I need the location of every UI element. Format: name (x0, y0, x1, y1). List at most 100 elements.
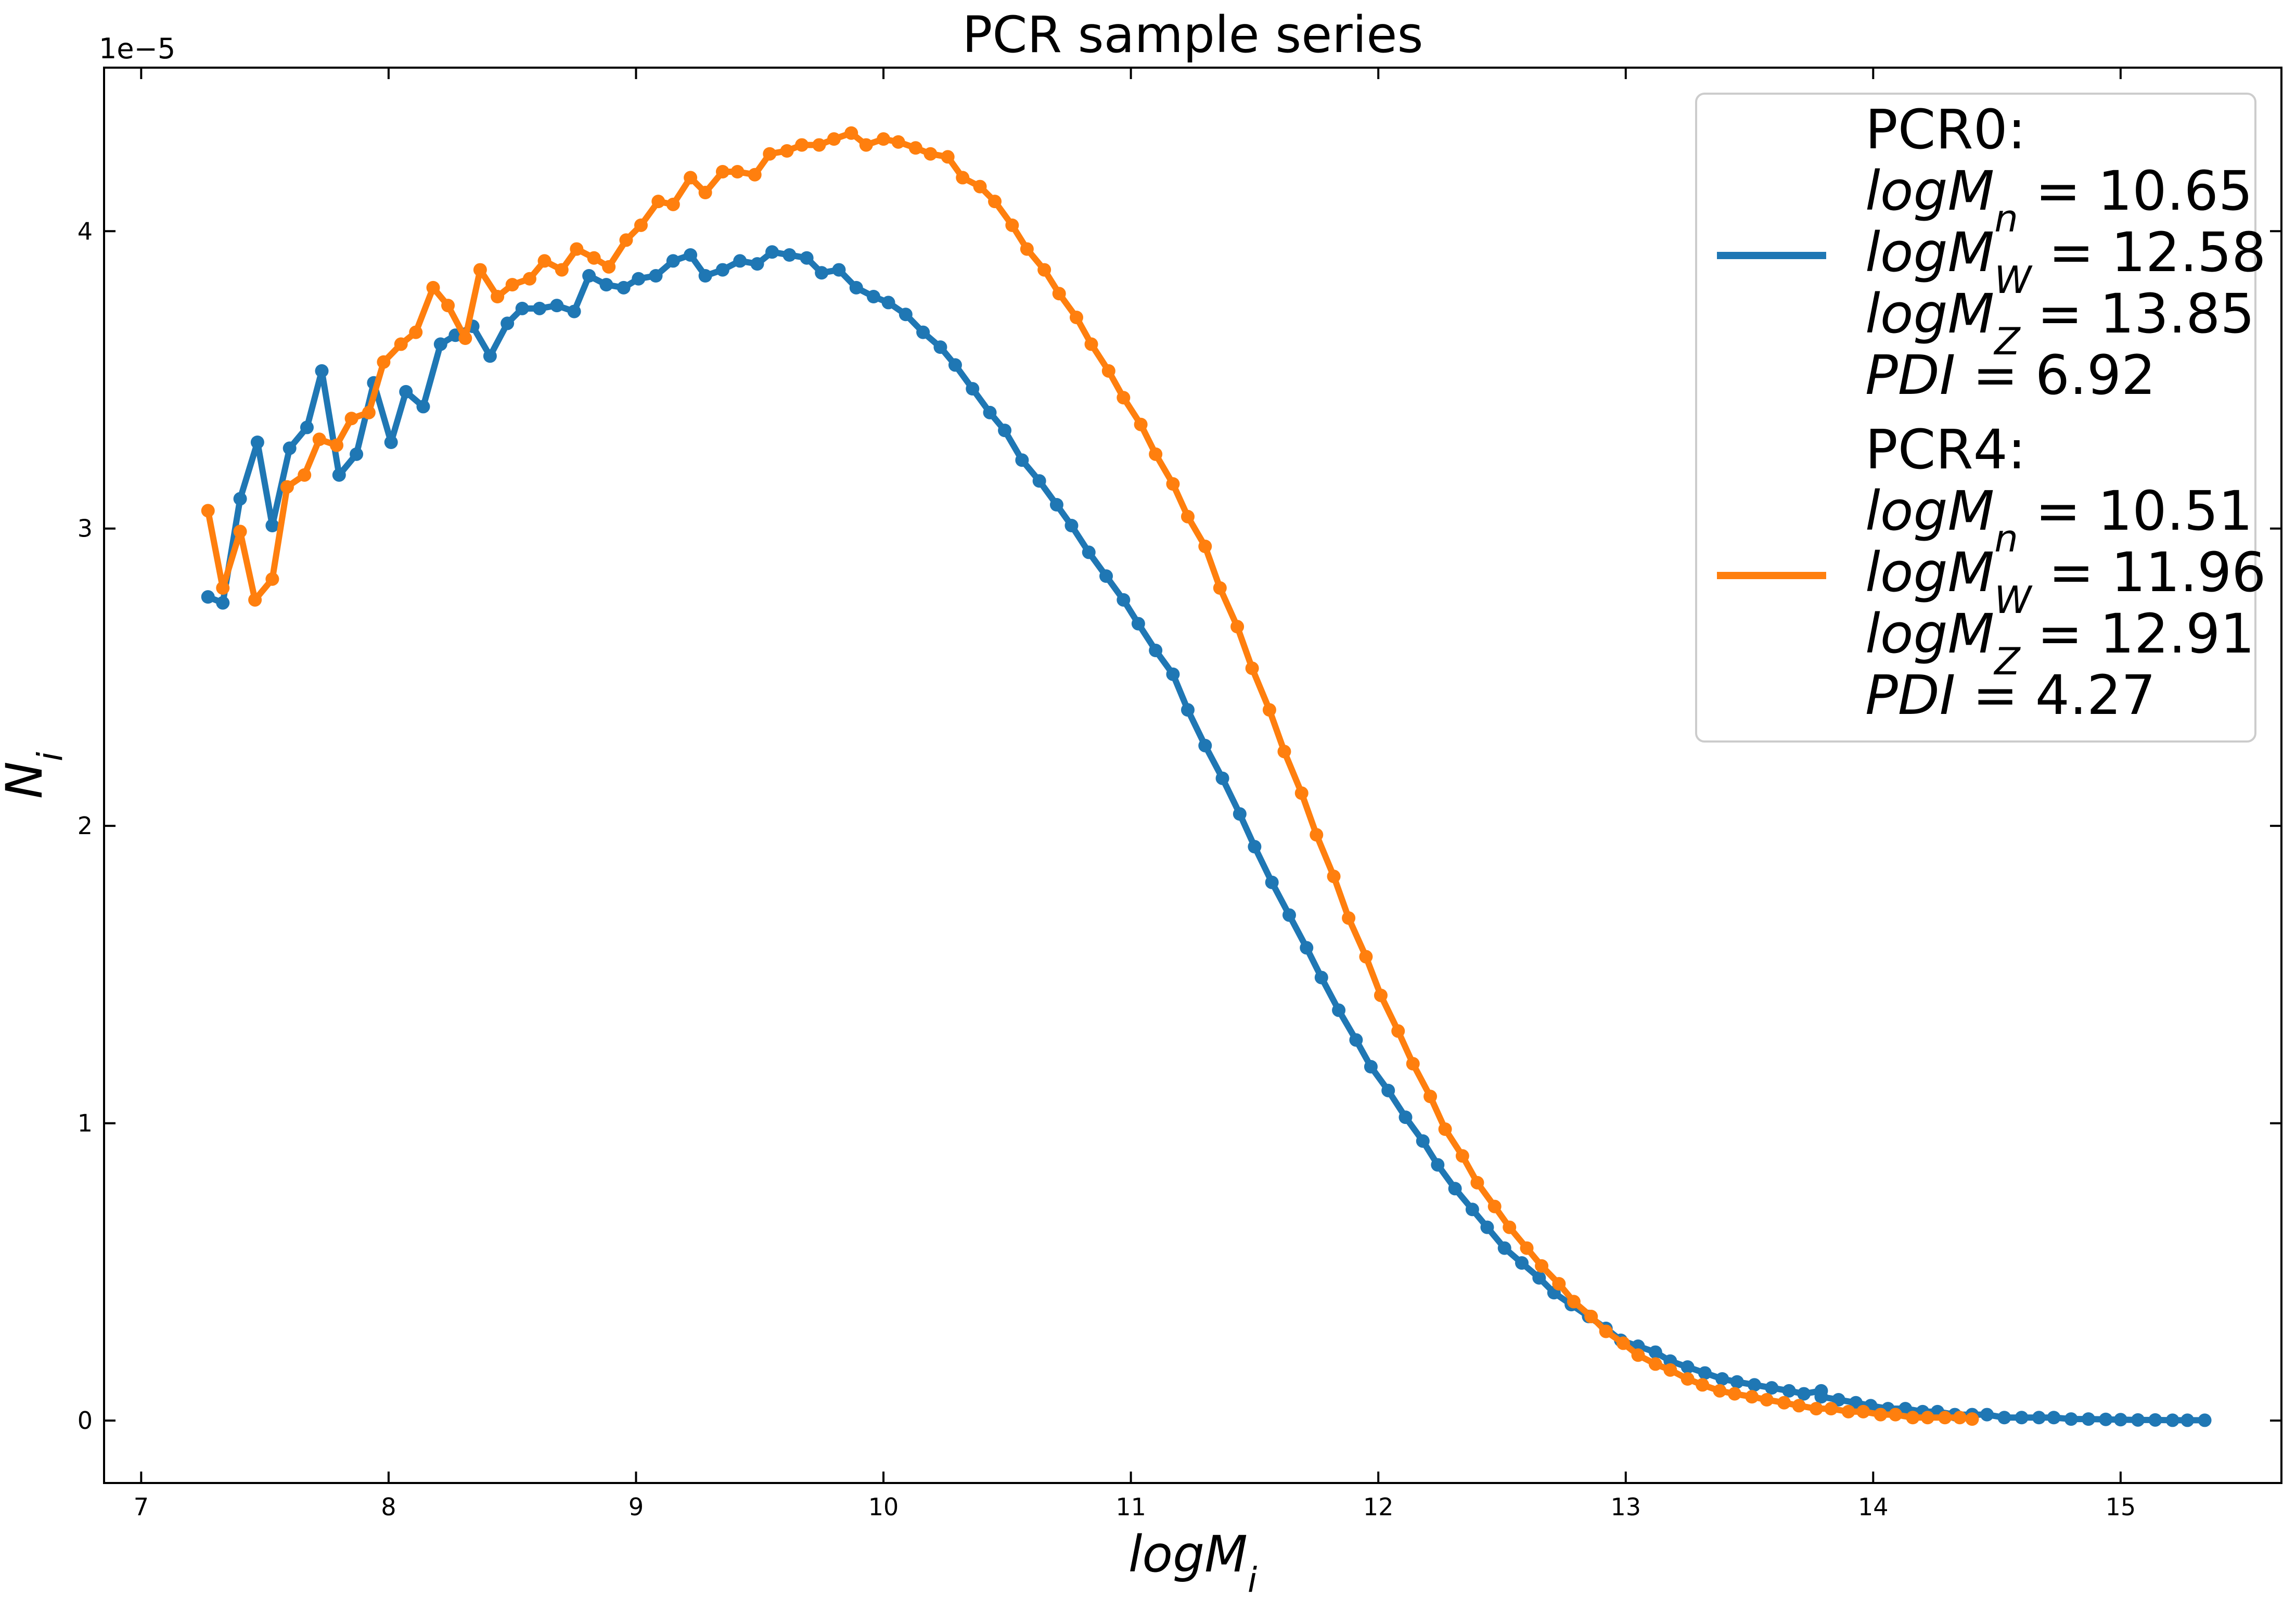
data-point (812, 138, 826, 152)
data-point (1696, 1378, 1710, 1392)
x-tick-label: 10 (868, 1493, 899, 1521)
data-point (1215, 771, 1229, 785)
data-point (1149, 447, 1163, 461)
data-point (827, 132, 841, 146)
data-point (1084, 337, 1098, 351)
data-point (780, 144, 794, 158)
data-point (1503, 1220, 1517, 1234)
data-point (233, 525, 247, 539)
plot-frame (103, 67, 2282, 1484)
data-point (1515, 1256, 1529, 1270)
data-point (1245, 661, 1259, 675)
data-point (587, 251, 601, 265)
x-tick-label: 14 (1858, 1493, 1889, 1521)
data-point (1965, 1412, 1979, 1426)
legend-stat: logMZ = 13.85 (1865, 282, 2255, 363)
data-point (280, 480, 294, 494)
data-point (1213, 581, 1227, 595)
data-point (730, 165, 745, 178)
data-point (956, 171, 970, 185)
data-point (312, 432, 326, 446)
data-point (1032, 474, 1046, 488)
legend-stat: logMZ = 12.91 (1865, 602, 2255, 683)
data-point (1294, 786, 1309, 800)
data-point (201, 504, 215, 518)
series-layer (201, 126, 2212, 1427)
series-0 (201, 245, 2212, 1427)
data-point (394, 337, 408, 351)
data-point (1181, 703, 1195, 717)
data-point (384, 436, 398, 449)
data-point (1391, 1024, 1405, 1038)
data-point (1342, 911, 1356, 925)
data-point (916, 325, 930, 339)
data-point (2099, 1412, 2113, 1426)
data-point (1497, 1241, 1511, 1255)
data-point (458, 331, 472, 345)
data-point (1099, 569, 1113, 583)
data-point (1374, 988, 1388, 1002)
data-point (1938, 1411, 1952, 1425)
data-point (1715, 1372, 1729, 1386)
data-point (891, 135, 905, 149)
legend-stat: logMW = 12.58 (1865, 221, 2266, 302)
series-1 (201, 126, 1979, 1426)
data-point (332, 468, 346, 482)
data-point (1262, 703, 1276, 717)
data-point (649, 269, 663, 283)
data-point (651, 195, 665, 209)
data-point (908, 141, 922, 155)
data-point (1166, 667, 1180, 681)
data-point (300, 420, 314, 434)
data-point (1131, 617, 1145, 631)
data-point (501, 316, 515, 330)
data-point (567, 304, 581, 318)
data-point (1631, 1348, 1645, 1362)
data-point (1824, 1402, 1838, 1416)
data-point (265, 519, 279, 532)
data-point (966, 382, 980, 396)
data-point (1416, 1134, 1430, 1148)
data-point (733, 254, 747, 268)
data-point (537, 254, 551, 268)
data-point (377, 355, 391, 369)
data-point (1314, 970, 1328, 985)
data-point (1069, 311, 1083, 324)
data-point (1849, 1396, 1863, 1410)
data-point (698, 186, 712, 199)
data-point (1149, 644, 1163, 657)
y-tick-label: 1 (78, 1109, 93, 1137)
data-point (1181, 509, 1195, 523)
data-point (1567, 1295, 1581, 1309)
data-point (1889, 1408, 1903, 1422)
data-point (433, 337, 447, 351)
data-point (283, 441, 297, 455)
data-point (1532, 1271, 1546, 1285)
data-point (1663, 1363, 1677, 1377)
data-point (350, 447, 364, 461)
data-point (1310, 828, 1324, 842)
data-point (1399, 1110, 1413, 1124)
data-point (1455, 1149, 1469, 1163)
data-point (1020, 242, 1034, 256)
data-point (1792, 1399, 1806, 1413)
data-point (877, 132, 891, 146)
data-point (988, 195, 1002, 209)
data-point (632, 272, 646, 286)
y-axis-label: Ni (0, 751, 70, 799)
data-point (233, 492, 247, 506)
data-point (1117, 391, 1131, 405)
data-point (1248, 840, 1262, 854)
data-point (2015, 1411, 2029, 1425)
data-point (505, 278, 519, 292)
data-point (1777, 1396, 1791, 1410)
data-point (2165, 1413, 2179, 1427)
data-point (1760, 1393, 1774, 1407)
data-point (362, 405, 376, 419)
data-point (250, 436, 264, 449)
data-point (1198, 540, 1212, 553)
legend-series-name: PCR0: (1865, 98, 2026, 161)
